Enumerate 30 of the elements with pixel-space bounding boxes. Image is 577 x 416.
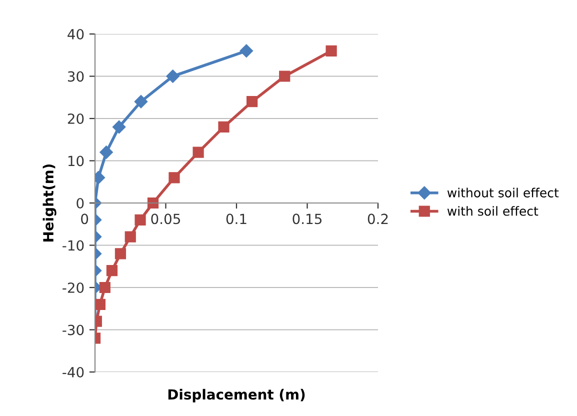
point [134, 214, 146, 226]
x-tick-label: 0.2 [368, 214, 388, 224]
point [147, 197, 159, 209]
y-tick-label: 20 [68, 113, 84, 124]
point [114, 248, 126, 260]
y-tick-label: 0 [76, 198, 84, 208]
point [246, 96, 258, 108]
y-tick-label: -40 [62, 366, 84, 378]
y-tick-label: 30 [68, 71, 84, 82]
y-tick-label: 40 [68, 28, 84, 40]
y-tick-label: -10 [62, 240, 84, 251]
point [192, 146, 204, 158]
point [99, 282, 110, 294]
y-tick-label: -20 [62, 282, 84, 293]
y-tick-label: 10 [68, 156, 84, 166]
point [279, 70, 290, 82]
legend-label: with soil effect [447, 206, 538, 216]
point [218, 121, 230, 133]
x-axis-title: Displacement (m) [168, 388, 305, 402]
point [95, 298, 106, 310]
y-axis-title: Height(m) [42, 164, 56, 242]
y-tick-label: -30 [62, 324, 84, 336]
point [106, 265, 118, 276]
x-tick-label: 0.05 [151, 214, 180, 224]
point [168, 172, 180, 184]
x-tick-label: 0.15 [292, 214, 322, 224]
point [326, 45, 337, 56]
legend-label: without soil effect [447, 188, 559, 198]
point [124, 231, 136, 242]
x-tick-label: 0.1 [226, 214, 246, 224]
